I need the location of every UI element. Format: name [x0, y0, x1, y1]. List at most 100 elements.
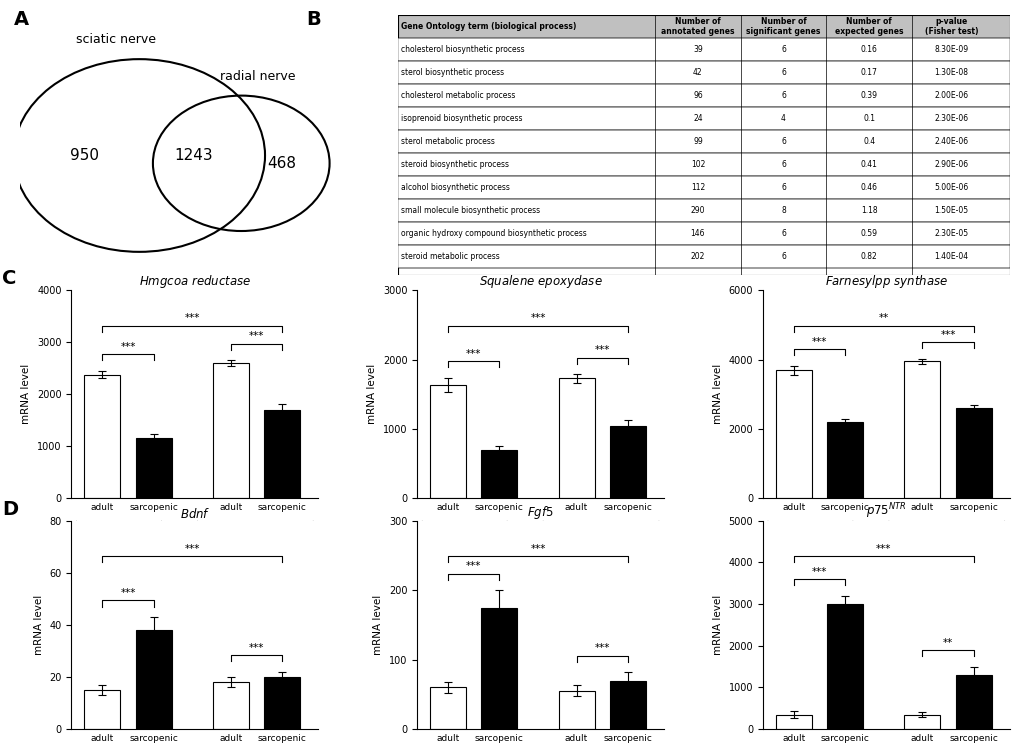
Text: 950: 950 — [70, 148, 100, 163]
Bar — [213, 682, 249, 729]
Text: 1.40E-04: 1.40E-04 — [933, 252, 968, 261]
Text: 0.82: 0.82 — [860, 252, 876, 261]
Text: ***: *** — [120, 589, 136, 598]
Y-axis label: mRNA level: mRNA level — [373, 595, 383, 655]
Title: $\it{Hmgcoa\ reductase}$: $\it{Hmgcoa\ reductase}$ — [139, 273, 251, 290]
Text: 2.00E-06: 2.00E-06 — [933, 91, 968, 100]
Bar — [85, 690, 120, 729]
Text: 0.4: 0.4 — [862, 137, 874, 146]
Text: A: A — [13, 10, 29, 29]
Text: **: ** — [877, 313, 888, 324]
Text: ***: *** — [249, 332, 264, 341]
Text: sciatic: sciatic — [110, 540, 146, 550]
FancyBboxPatch shape — [397, 176, 1009, 199]
Text: 468: 468 — [267, 155, 297, 171]
Text: **: ** — [942, 638, 952, 648]
Text: ***: *** — [120, 342, 136, 352]
Text: sterol metabolic process: sterol metabolic process — [400, 137, 494, 146]
Bar — [775, 714, 811, 729]
Bar — [481, 450, 517, 498]
Y-axis label: mRNA level: mRNA level — [367, 365, 377, 424]
Text: radial nerve: radial nerve — [220, 70, 296, 83]
Bar — [558, 691, 594, 729]
Text: C: C — [2, 269, 16, 289]
Text: Number of
expected genes: Number of expected genes — [835, 16, 903, 36]
Text: 6: 6 — [781, 252, 786, 261]
Bar — [430, 385, 466, 498]
Text: 6: 6 — [781, 91, 786, 100]
Text: 0.41: 0.41 — [860, 160, 876, 169]
Text: 6: 6 — [781, 229, 786, 238]
Text: 0.59: 0.59 — [860, 229, 876, 238]
Text: sciatic: sciatic — [455, 540, 491, 550]
Text: 6: 6 — [781, 183, 786, 192]
Text: 0.46: 0.46 — [860, 183, 876, 192]
Text: Gene Ontology term (biological process): Gene Ontology term (biological process) — [400, 22, 576, 31]
Bar — [904, 714, 940, 729]
Text: ***: *** — [184, 313, 200, 324]
Text: 5.00E-06: 5.00E-06 — [933, 183, 968, 192]
Text: 1.50E-05: 1.50E-05 — [933, 206, 968, 215]
Text: 2.30E-06: 2.30E-06 — [933, 114, 968, 123]
Bar — [609, 681, 645, 729]
Text: 8: 8 — [781, 206, 785, 215]
Text: ***: *** — [249, 643, 264, 653]
Text: 2.30E-05: 2.30E-05 — [933, 229, 968, 238]
Text: 1.30E-08: 1.30E-08 — [933, 68, 968, 77]
Text: 6: 6 — [781, 68, 786, 77]
Text: 6: 6 — [781, 45, 786, 54]
Text: ***: *** — [875, 544, 891, 554]
FancyBboxPatch shape — [397, 153, 1009, 176]
Y-axis label: mRNA level: mRNA level — [34, 595, 44, 655]
Bar — [826, 604, 862, 729]
Text: 290: 290 — [690, 206, 704, 215]
Bar — [481, 608, 517, 729]
Text: cholesterol metabolic process: cholesterol metabolic process — [400, 91, 516, 100]
Text: Number of
significant genes: Number of significant genes — [746, 16, 820, 36]
Text: p-value
(Fisher test): p-value (Fisher test) — [924, 16, 977, 36]
FancyBboxPatch shape — [397, 222, 1009, 246]
Text: 0.1: 0.1 — [862, 114, 874, 123]
Text: B: B — [306, 10, 321, 29]
Text: 42: 42 — [692, 68, 702, 77]
Text: 96: 96 — [692, 91, 702, 100]
Text: steroid metabolic process: steroid metabolic process — [400, 252, 499, 261]
Text: D: D — [2, 500, 18, 519]
Bar — [85, 374, 120, 498]
Y-axis label: mRNA level: mRNA level — [712, 595, 722, 655]
Text: ***: *** — [811, 567, 826, 577]
Text: organic hydroxy compound biosynthetic process: organic hydroxy compound biosynthetic pr… — [400, 229, 587, 238]
Text: 202: 202 — [690, 252, 704, 261]
Text: 6: 6 — [781, 160, 786, 169]
Bar — [136, 437, 171, 498]
Bar — [213, 363, 249, 498]
Bar — [430, 687, 466, 729]
Text: 2.90E-06: 2.90E-06 — [933, 160, 968, 169]
Y-axis label: mRNA level: mRNA level — [21, 365, 32, 424]
Text: 0.16: 0.16 — [860, 45, 876, 54]
Text: cholesterol biosynthetic process: cholesterol biosynthetic process — [400, 45, 525, 54]
Text: ***: *** — [530, 544, 545, 554]
Bar — [136, 630, 171, 729]
Text: ***: *** — [184, 544, 200, 554]
Bar — [609, 426, 645, 498]
Text: 0.17: 0.17 — [860, 68, 876, 77]
Bar — [775, 370, 811, 498]
Text: 99: 99 — [692, 137, 702, 146]
Text: radial: radial — [240, 540, 272, 550]
Text: 8.30E-09: 8.30E-09 — [933, 45, 968, 54]
FancyBboxPatch shape — [397, 246, 1009, 269]
Text: Number of
annotated genes: Number of annotated genes — [660, 16, 734, 36]
Text: ***: *** — [466, 349, 481, 359]
Text: ***: *** — [811, 337, 826, 347]
FancyBboxPatch shape — [397, 61, 1009, 84]
Title: $\it{Bdnf}$: $\it{Bdnf}$ — [179, 507, 210, 521]
Text: 1.18: 1.18 — [860, 206, 876, 215]
Text: 0.39: 0.39 — [860, 91, 876, 100]
FancyBboxPatch shape — [397, 15, 1009, 38]
FancyBboxPatch shape — [397, 84, 1009, 107]
Bar — [826, 422, 862, 498]
Text: ***: *** — [530, 313, 545, 324]
Bar — [558, 379, 594, 498]
Text: 112: 112 — [690, 183, 704, 192]
